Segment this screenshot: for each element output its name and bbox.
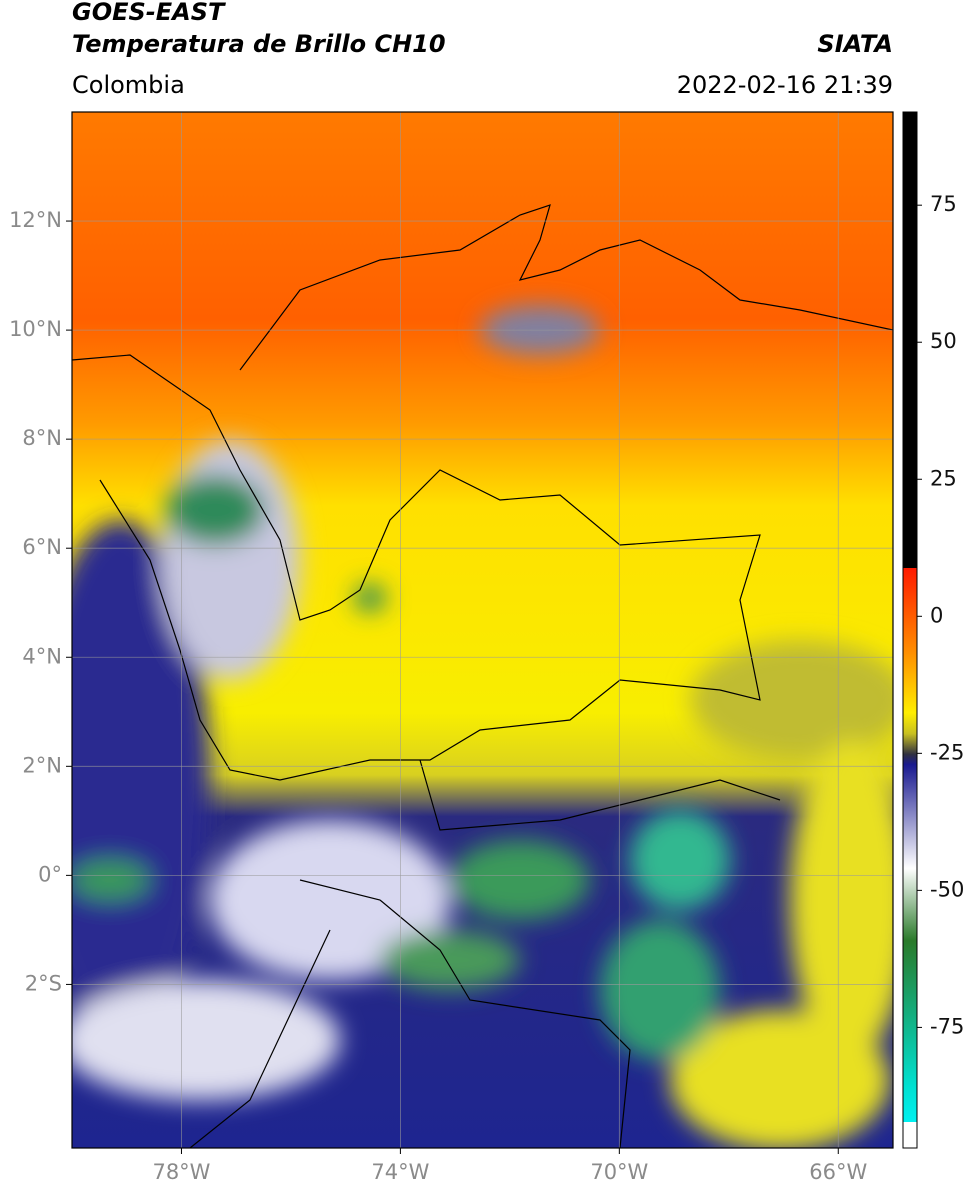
y-tick-label: 0° — [38, 862, 62, 886]
colorbar-tick-label: -50 — [930, 877, 964, 901]
colorbar-tick-label: 25 — [930, 466, 957, 490]
x-tick-label: 74°W — [371, 1160, 429, 1184]
source: SIATA — [817, 30, 893, 58]
x-tick-label: 70°W — [590, 1160, 648, 1184]
satellite-image — [72, 112, 893, 1148]
y-tick-label: 10°N — [9, 317, 62, 341]
y-tick-label: 6°N — [22, 535, 62, 559]
x-tick-label: 66°W — [809, 1160, 867, 1184]
y-tick-label: 8°N — [22, 426, 62, 450]
y-tick-label: 12°N — [9, 208, 62, 232]
colorbar-tick-label: 50 — [930, 329, 957, 353]
x-tick-label: 78°W — [152, 1160, 210, 1184]
y-tick-label: 2°S — [25, 971, 62, 995]
colorbar-tick-label: -75 — [930, 1014, 964, 1038]
title: GOES-EAST — [72, 0, 226, 26]
colorbar — [902, 111, 918, 1149]
subtitle: Temperatura de Brillo CH10 — [72, 30, 446, 58]
map-frame — [71, 111, 894, 1149]
colorbar-tick-label: 75 — [930, 192, 957, 216]
y-tick-label: 4°N — [22, 644, 62, 668]
colorbar-tick-label: -25 — [930, 740, 964, 764]
region: Colombia — [72, 71, 185, 99]
colorbar-tick-label: 0 — [930, 603, 943, 627]
datetime: 2022-02-16 21:39 — [677, 71, 893, 99]
y-tick-label: 2°N — [22, 753, 62, 777]
